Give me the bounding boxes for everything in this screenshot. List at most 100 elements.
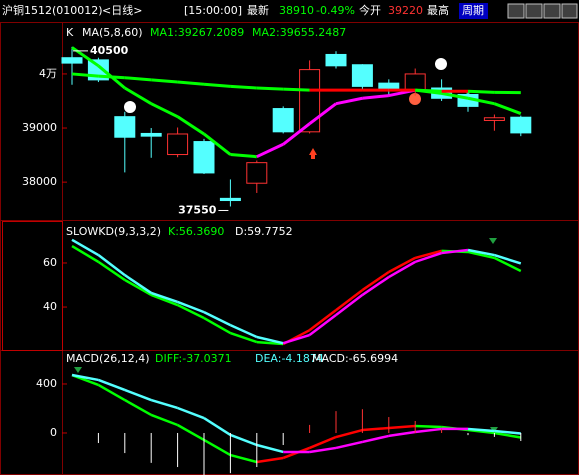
line-segment <box>256 142 284 159</box>
line-segment <box>282 333 310 345</box>
line-segment <box>203 132 232 156</box>
last-price: 38910 <box>279 4 314 17</box>
panel-name: SLOWKD(9,3,3,2) <box>66 225 161 238</box>
line-segment <box>229 433 258 447</box>
symbol: 沪铜1512 <box>2 3 52 17</box>
code: (010012) <box>52 4 103 17</box>
line-segment <box>124 388 152 402</box>
candle-body <box>114 116 136 138</box>
line-segment <box>124 398 152 417</box>
line-segment <box>283 87 310 92</box>
line-segment <box>71 72 99 78</box>
line-segment <box>335 428 363 439</box>
line-segment <box>256 335 284 345</box>
open-price: 39220 <box>388 4 423 17</box>
line-segment <box>97 383 126 402</box>
line-segment <box>362 426 389 432</box>
line-segment <box>229 323 258 339</box>
line-segment <box>308 313 337 337</box>
line-segment <box>467 96 495 106</box>
line-segment <box>441 248 469 255</box>
line-segment <box>97 254 126 277</box>
time: [15:00:00] <box>184 4 242 17</box>
line-segment <box>335 440 363 450</box>
candle-body <box>299 69 321 133</box>
last-label: 最新 <box>247 3 269 17</box>
y-tick-label: 60 <box>43 256 57 269</box>
line-segment <box>309 446 337 454</box>
legend: MA2:39655.2487 <box>252 26 346 39</box>
y-tick-label: 0 <box>50 426 57 439</box>
low-annotation: 37550 <box>178 203 217 216</box>
line-segment <box>256 443 284 454</box>
line-segment <box>177 300 205 314</box>
change: -0.49% <box>316 4 355 17</box>
candle-body <box>510 116 532 134</box>
line-segment <box>388 430 416 438</box>
open-label: 今开 <box>359 3 381 17</box>
panel-name: K <box>66 26 74 39</box>
line-segment <box>150 293 179 307</box>
line-segment <box>361 270 390 292</box>
line-segment <box>493 102 522 115</box>
candle-body <box>167 133 189 156</box>
line-segment <box>256 86 284 91</box>
line-segment <box>150 102 179 119</box>
y-tick-label: 40 <box>43 300 57 313</box>
nav-buttons[interactable] <box>507 3 578 19</box>
candle-body <box>193 141 215 174</box>
candle-body <box>272 108 294 133</box>
line-segment <box>467 427 495 433</box>
line-segment <box>467 248 495 257</box>
y-tick-label: 400 <box>36 377 57 390</box>
line-segment <box>203 416 232 436</box>
line-segment <box>388 256 416 274</box>
line-segment <box>176 423 205 442</box>
line-segment <box>415 427 442 434</box>
line-segment <box>203 316 232 335</box>
candle-body <box>404 73 426 91</box>
line-segment <box>124 76 152 82</box>
line-segment <box>441 91 469 100</box>
line-segment <box>230 84 257 90</box>
line-segment <box>308 102 337 125</box>
candle-body <box>483 117 505 121</box>
line-segment <box>97 260 126 281</box>
candle-body <box>325 53 347 67</box>
line-segment <box>177 303 205 320</box>
line-segment <box>230 453 258 464</box>
line-segment <box>415 88 442 93</box>
line-segment <box>150 398 178 410</box>
header-bar <box>0 0 579 22</box>
line-segment <box>177 406 205 420</box>
high-annotation: 40500 <box>90 44 129 57</box>
line-segment <box>177 80 205 86</box>
line-segment <box>97 378 126 392</box>
line-segment <box>335 289 364 312</box>
high-label: 最高 <box>427 3 449 17</box>
cycle-label[interactable]: 周期 <box>462 4 484 17</box>
line-segment <box>361 276 390 296</box>
legend: D:59.7752 <box>235 225 293 238</box>
y-tick-label: 38000 <box>22 175 57 188</box>
line-segment <box>151 78 178 84</box>
line-segment <box>415 424 442 429</box>
panel-name: MACD(26,12,4) <box>66 352 150 365</box>
line-segment <box>71 373 99 382</box>
line-segment <box>203 82 231 88</box>
cycle-button[interactable] <box>459 3 488 19</box>
legend: MA1:39267.2089 <box>150 26 244 39</box>
line-segment <box>256 340 284 346</box>
line-segment <box>124 274 152 294</box>
line-segment <box>309 435 337 450</box>
line-segment <box>71 238 100 257</box>
legend: K:56.3690 <box>168 225 224 238</box>
line-segment <box>230 153 257 159</box>
line-segment <box>124 86 152 105</box>
line-segment <box>335 96 363 106</box>
line-segment <box>467 250 495 260</box>
candle-body <box>246 162 268 184</box>
candle-body <box>219 197 241 202</box>
period: <日线> <box>102 3 142 17</box>
